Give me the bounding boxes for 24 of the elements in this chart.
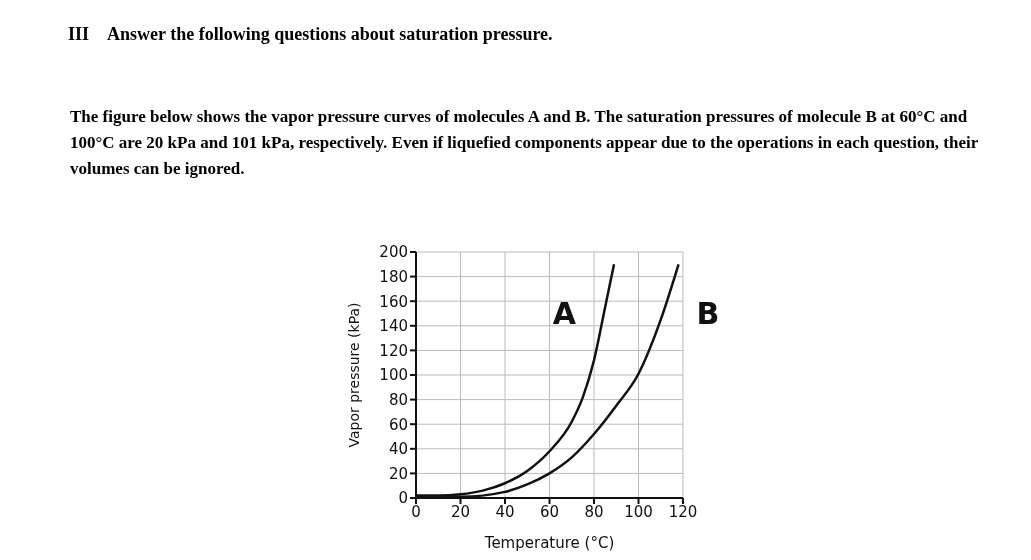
y-tick-label: 200	[379, 243, 408, 262]
y-tick-label: 100	[379, 366, 408, 385]
chart-title: III Answer the following questions about saturation pressure.	[68, 23, 553, 46]
y-tick-label: 160	[379, 292, 408, 311]
y-axis-title: Vapor pressure (kPa)	[345, 302, 362, 448]
series-label: A	[552, 296, 577, 332]
x-tick-label: 80	[584, 502, 604, 521]
y-tick-label: 60	[388, 415, 408, 434]
y-tick-label: 80	[388, 390, 408, 409]
y-tick-label: 140	[379, 317, 408, 336]
y-tick-label: 0	[398, 489, 408, 508]
y-tick-label: 180	[379, 267, 408, 286]
y-tick-label: 120	[379, 341, 408, 360]
chart-subtitle: The figure below shows the vapor pressure curves of molecules A and B. The saturation pressures of molecule B at 60°C and 100°C are 20 kPa and 101 kPa, respectively. Even if liquefied components appear due to the operations in each question, their volumes can be ignored.	[70, 106, 979, 180]
y-tick-label: 20	[388, 464, 408, 483]
y-tick-label: 40	[388, 440, 408, 459]
x-tick-label: 120	[668, 502, 698, 521]
series-label: B	[696, 296, 720, 332]
x-tick-label: 20	[450, 502, 471, 521]
x-tick-label: 0	[411, 502, 421, 521]
x-tick-label: 100	[624, 502, 653, 521]
x-tick-label: 60	[539, 502, 560, 521]
x-tick-label: 40	[495, 502, 515, 521]
x-axis-title: Temperature (°C)	[483, 534, 615, 552]
